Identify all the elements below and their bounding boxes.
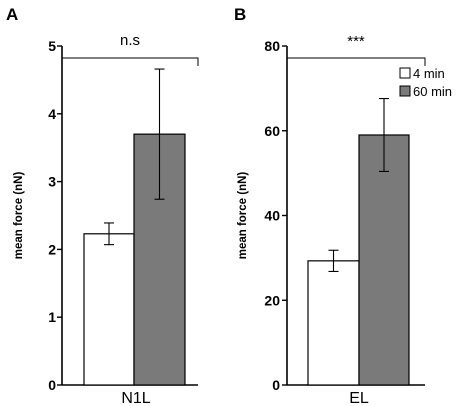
y-axis-label: mean force (nN) [13, 172, 25, 260]
significance-bracket [61, 57, 199, 66]
bar-4-min [83, 233, 135, 386]
y-tick-label: 5 [48, 38, 56, 54]
y-tick-label: 40 [264, 208, 280, 224]
legend-label: 60 min [413, 84, 452, 99]
y-tick-label: 80 [264, 38, 280, 54]
legend-label: 4 min [413, 66, 445, 81]
bar-60-min [358, 134, 410, 386]
y-tick-label: 60 [264, 123, 280, 139]
y-tick-label: 1 [48, 309, 56, 325]
panel-label-0: A [6, 5, 18, 24]
y-tick-label: 0 [48, 377, 56, 393]
y-tick-label: 2 [48, 241, 56, 257]
y-tick-label: 4 [48, 106, 56, 122]
significance-bracket [286, 57, 426, 66]
legend-swatch [399, 85, 411, 97]
y-tick-label: 20 [264, 292, 280, 308]
panel-label-1: B [234, 5, 246, 24]
bar-4-min [307, 260, 360, 386]
significance-label: n.s [120, 32, 140, 49]
y-tick-label: 0 [272, 377, 280, 393]
x-category-label: N1L [121, 390, 150, 406]
legend-swatch [399, 67, 411, 79]
significance-label: *** [347, 33, 365, 50]
y-axis-label: mean force (nN) [237, 172, 249, 260]
x-category-label: EL [349, 390, 369, 406]
y-tick-label: 3 [48, 174, 56, 190]
